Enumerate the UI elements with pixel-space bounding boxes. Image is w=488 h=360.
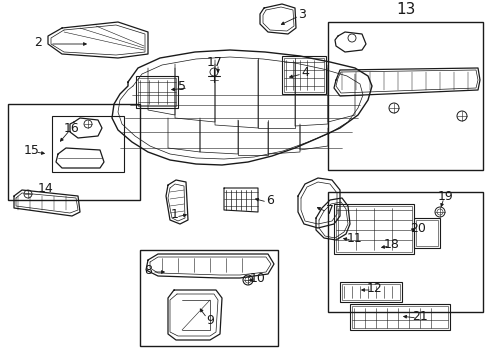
Text: 7: 7 bbox=[325, 203, 333, 216]
Bar bbox=[335, 206, 411, 252]
Bar bbox=[282, 56, 325, 94]
Text: 10: 10 bbox=[249, 271, 265, 284]
Text: 8: 8 bbox=[143, 264, 152, 276]
Bar bbox=[284, 58, 324, 92]
Text: 14: 14 bbox=[38, 181, 54, 194]
Bar bbox=[349, 304, 449, 330]
Text: 19: 19 bbox=[437, 189, 453, 202]
Text: 9: 9 bbox=[205, 314, 214, 327]
Bar bbox=[413, 218, 439, 248]
Bar bbox=[136, 76, 178, 108]
Text: 5: 5 bbox=[178, 80, 185, 93]
Text: 17: 17 bbox=[206, 55, 223, 68]
Text: 3: 3 bbox=[298, 8, 305, 21]
Text: 15: 15 bbox=[24, 144, 40, 157]
Bar bbox=[8, 104, 140, 200]
Bar bbox=[138, 78, 176, 106]
Bar bbox=[415, 220, 437, 246]
Bar bbox=[339, 282, 401, 302]
Text: 12: 12 bbox=[366, 282, 382, 294]
Text: 4: 4 bbox=[301, 66, 308, 78]
Bar bbox=[333, 204, 413, 254]
Bar bbox=[341, 284, 399, 300]
Text: 2: 2 bbox=[34, 36, 42, 49]
Text: 13: 13 bbox=[395, 3, 415, 18]
Bar bbox=[327, 22, 482, 170]
Bar bbox=[140, 250, 278, 346]
Text: 21: 21 bbox=[411, 310, 427, 323]
Text: 6: 6 bbox=[265, 194, 273, 207]
Text: 1: 1 bbox=[171, 208, 179, 221]
Text: 11: 11 bbox=[346, 231, 362, 244]
Text: 20: 20 bbox=[409, 221, 425, 234]
Text: 18: 18 bbox=[383, 238, 399, 251]
Bar bbox=[327, 192, 482, 312]
Bar bbox=[52, 116, 124, 172]
Text: 16: 16 bbox=[64, 122, 80, 135]
Bar bbox=[351, 306, 447, 328]
